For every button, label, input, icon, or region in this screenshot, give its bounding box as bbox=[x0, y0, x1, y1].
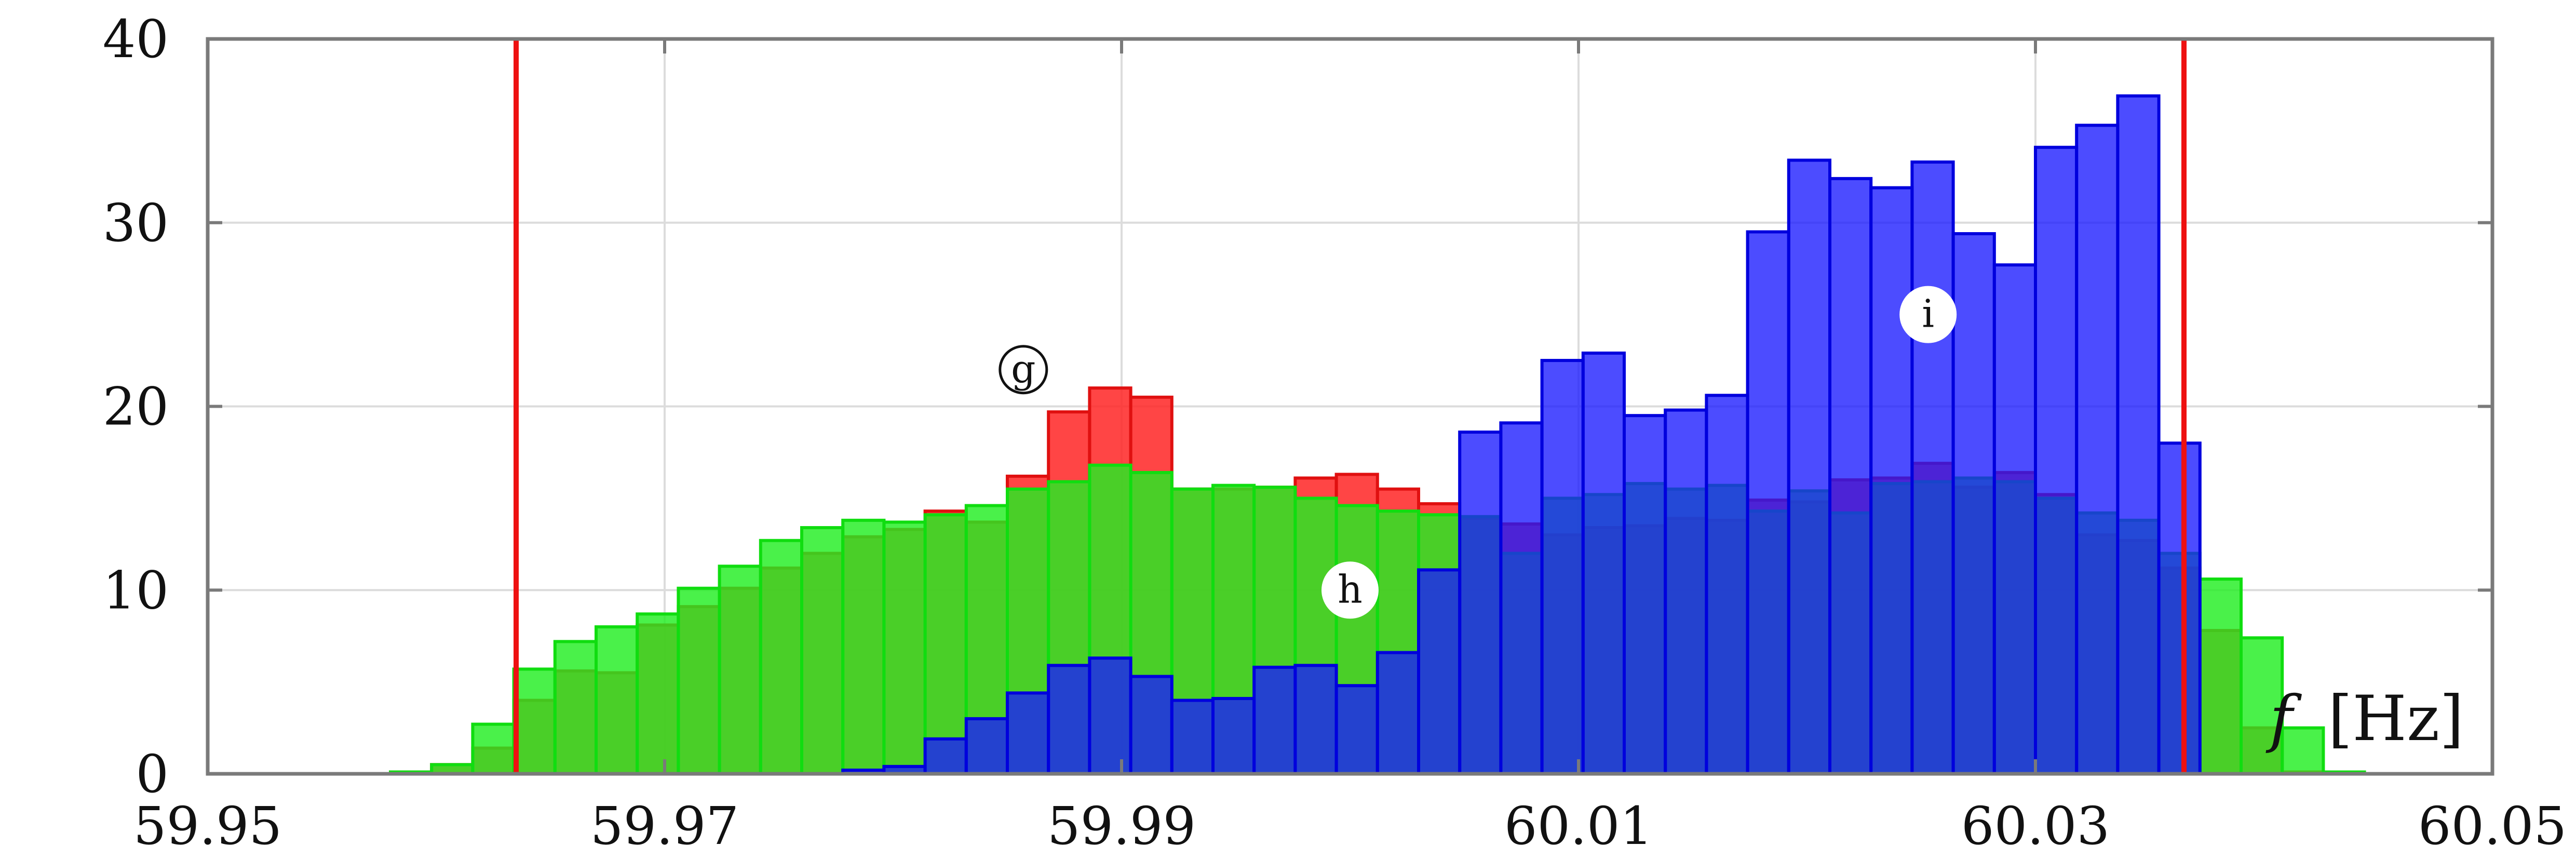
histogram-bar-i bbox=[1293, 664, 1338, 775]
histogram-bar-i bbox=[1252, 665, 1297, 775]
histogram-bar-i bbox=[2116, 94, 2161, 776]
histogram-bar-i bbox=[1951, 232, 1996, 776]
histogram-bar-i bbox=[1047, 664, 1091, 775]
y-tick-label: 10 bbox=[103, 560, 169, 621]
histogram-bar-i bbox=[2034, 145, 2079, 775]
x-tick-label: 59.97 bbox=[590, 796, 739, 856]
x-tick-label: 59.95 bbox=[133, 796, 282, 856]
x-tick-label: 60.05 bbox=[2418, 796, 2567, 856]
x-axis-unit: [Hz] bbox=[2328, 683, 2464, 755]
y-tick-label: 20 bbox=[103, 377, 169, 437]
histogram-bar-h bbox=[923, 513, 968, 776]
marker-label-h: h bbox=[1338, 567, 1363, 612]
histogram-bar-h bbox=[471, 722, 516, 776]
histogram-bar-i bbox=[1006, 691, 1050, 775]
x-axis-label: f [Hz] bbox=[2265, 683, 2464, 755]
histogram-bar-h bbox=[2281, 726, 2325, 775]
histogram-bar-i bbox=[2157, 441, 2202, 775]
histogram-bar-i bbox=[1828, 177, 1873, 776]
histogram-bar-h bbox=[841, 518, 886, 775]
histogram-bar-i bbox=[1211, 696, 1256, 776]
y-tick-label: 40 bbox=[103, 9, 169, 70]
marker-label-i: i bbox=[1922, 292, 1934, 337]
histogram-bar-i bbox=[1540, 359, 1585, 775]
histogram-bar-i bbox=[1417, 568, 1462, 776]
histogram-bar-h bbox=[636, 612, 680, 776]
histogram-bar-h bbox=[800, 526, 845, 775]
histogram-bar-i bbox=[1623, 414, 1667, 775]
histogram-bar-i bbox=[1088, 656, 1132, 775]
histogram-bar-i bbox=[1499, 421, 1544, 775]
x-axis-symbol: f bbox=[2265, 683, 2302, 755]
histogram-bar-i bbox=[1746, 230, 1790, 775]
histogram-bar-i bbox=[1869, 186, 1914, 776]
histogram-bar-h bbox=[882, 520, 927, 775]
histogram-bar-i bbox=[1129, 675, 1174, 775]
histogram-bar-i bbox=[1992, 263, 2038, 775]
histogram-bar-i bbox=[1581, 351, 1626, 775]
histogram-bar-h bbox=[595, 625, 639, 775]
histogram-bar-i bbox=[1170, 699, 1215, 775]
axis-ticks: 59.95 59.97 59.99 60.01 60.03 60.05 0 10 20 30 40 bbox=[103, 9, 2567, 856]
series-markers: g h i bbox=[999, 286, 1957, 619]
x-tick-label: 60.01 bbox=[1504, 796, 1653, 856]
histogram-bar-h bbox=[677, 586, 721, 776]
histogram-bar-i bbox=[1787, 158, 1832, 776]
histogram-bar-i bbox=[1664, 408, 1708, 775]
histogram-bar-i bbox=[1458, 431, 1503, 775]
histogram-bar-h bbox=[512, 667, 557, 776]
histogram-bar-h bbox=[553, 640, 598, 776]
marker-circle bbox=[999, 345, 1048, 395]
histogram-bar-h bbox=[2198, 578, 2243, 776]
marker-circle bbox=[1899, 286, 1957, 343]
x-tick-label: 60.03 bbox=[1961, 796, 2110, 856]
histogram-bar-i bbox=[1334, 684, 1379, 775]
marker-circle bbox=[1321, 561, 1379, 619]
histogram-bar-i bbox=[964, 717, 1009, 775]
histogram-bar-h bbox=[759, 539, 804, 776]
y-tick-label: 30 bbox=[103, 193, 169, 253]
histogram-bar-i bbox=[923, 737, 968, 775]
histogram-bar-h bbox=[718, 565, 762, 775]
marker-label-g: g bbox=[1011, 347, 1035, 392]
histogram-bar-i bbox=[1910, 160, 1955, 776]
histogram-bar-i bbox=[1375, 651, 1421, 776]
limit-lines bbox=[514, 39, 2187, 774]
y-tick-label: 0 bbox=[136, 744, 169, 804]
histogram-bar-i bbox=[2075, 124, 2120, 776]
x-tick-label: 59.99 bbox=[1047, 796, 1196, 856]
histogram-bar-i bbox=[1705, 394, 1749, 775]
